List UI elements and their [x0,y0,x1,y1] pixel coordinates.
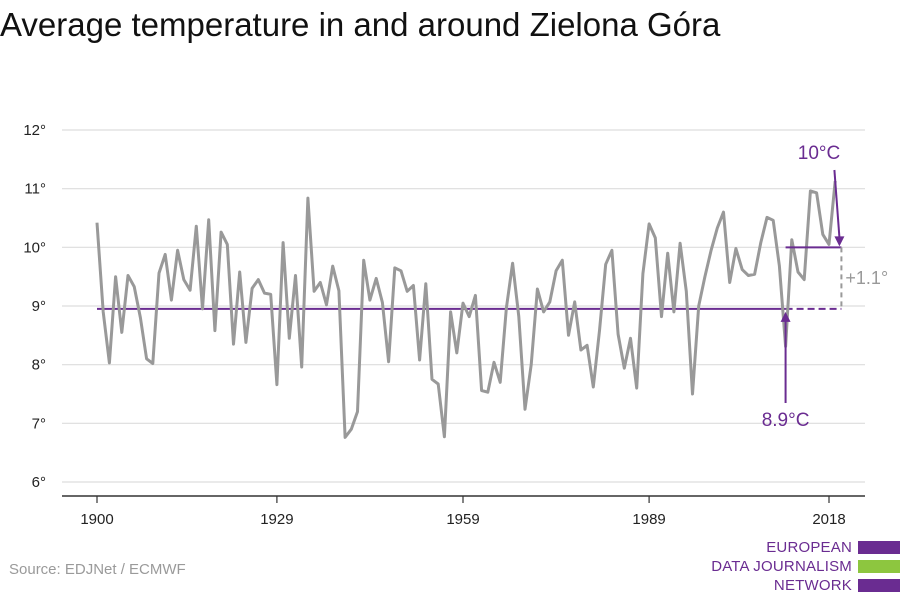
y-tick-label: 12° [23,122,46,139]
y-tick-label: 7° [32,415,46,432]
baseline-label: 8.9°C [762,410,810,431]
y-tick-labels: 6° 7° 8° 9° 10° 11° 12° [23,122,46,491]
x-tick-label: 1989 [632,511,665,528]
x-axis: 1900 1929 1959 1989 2018 [62,495,865,528]
temperature-series-line [95,180,837,439]
recent-arrow-shaft [833,169,841,238]
x-tick-label: 1929 [260,511,293,528]
chart-title: Average temperature in and around Zielon… [0,6,721,43]
logo-bar-1 [858,541,900,554]
recent-label: 10°C [798,143,840,164]
logo-line-3: NETWORK [773,577,852,594]
delta-label: +1.1° [845,268,888,288]
y-tick-label: 8° [32,357,46,374]
source-note: Source: EDJNet / ECMWF [9,561,186,578]
x-tick-label: 1900 [80,511,113,528]
x-tick-label: 2018 [812,511,845,528]
gridlines [62,129,865,483]
x-tick-label: 1959 [446,511,479,528]
y-tick-label: 6° [32,474,46,491]
recent-arrow-head [834,236,845,247]
annotations: +1.1° 8.9°C 10°C [762,143,888,431]
logo-line-2: DATA JOURNALISM [711,558,852,575]
logo-line-1: EUROPEAN [766,539,852,556]
y-tick-label: 10° [23,239,46,256]
logo-bar-2 [858,560,900,573]
y-tick-label: 11° [24,181,46,198]
baseline-arrow-head [780,311,791,322]
edjnet-logo: EUROPEAN DATA JOURNALISM NETWORK [700,539,900,595]
logo-bar-3 [858,579,900,592]
y-tick-label: 9° [32,298,46,315]
series-layer [95,180,842,439]
